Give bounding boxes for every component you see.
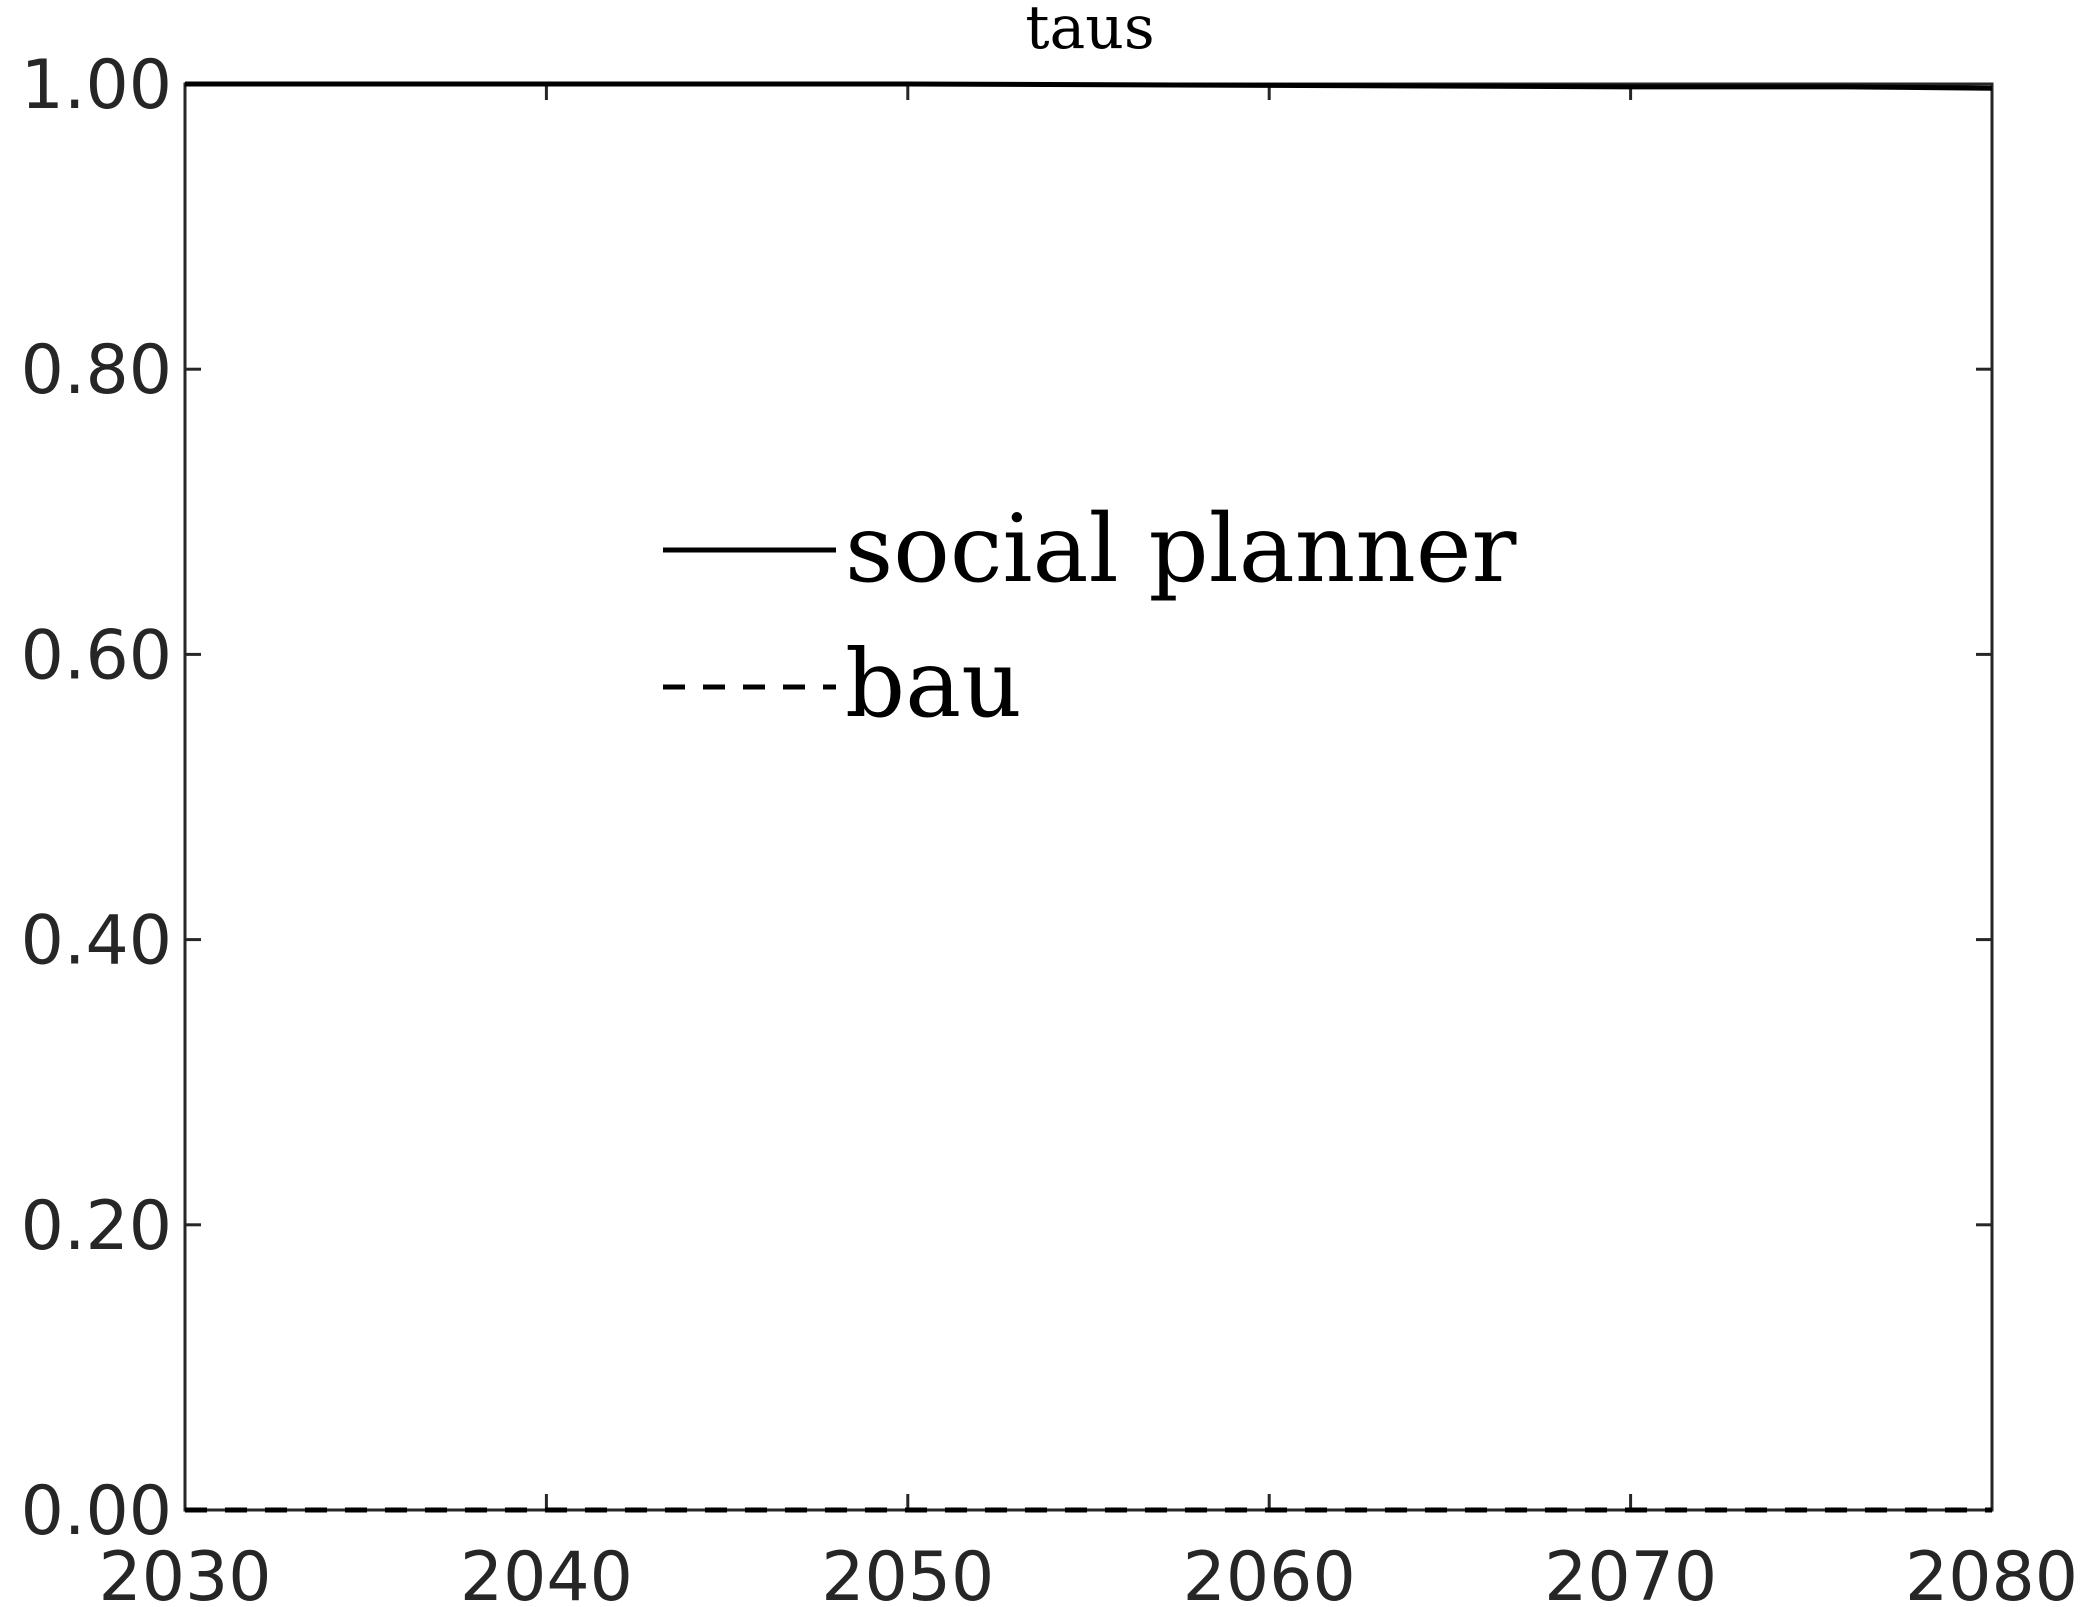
y-tick-label: 0.40 [21,902,172,981]
x-tick-label: 2060 [1183,1538,1356,1607]
x-tick-label: 2080 [1905,1538,2078,1607]
legend: social planner bau [663,495,1517,739]
y-tick-label: 0.60 [21,616,172,695]
x-tick-label: 2050 [821,1538,994,1607]
y-tick-label: 0.80 [21,331,172,410]
x-tick-label: 2030 [98,1538,271,1607]
y-tick-label: 0.20 [21,1187,172,1266]
y-tick-label: 0.00 [21,1472,172,1551]
x-tick-label: 2070 [1544,1538,1717,1607]
series-line-social-planner [185,81,1993,91]
x-tick-label: 2040 [460,1538,633,1607]
plot-frame [183,82,1994,1512]
legend-label-bau: bau [845,630,1022,739]
axis-ticks: 2030 2040 2050 2060 2070 2080 0.00 0.20 0.40 0.60… [21,46,2078,1607]
y-tick-label: 1.00 [21,46,172,125]
legend-label-social-planner: social planner [845,495,1517,604]
chart-title: taus [1025,0,1154,63]
series-layer [185,81,1993,1513]
